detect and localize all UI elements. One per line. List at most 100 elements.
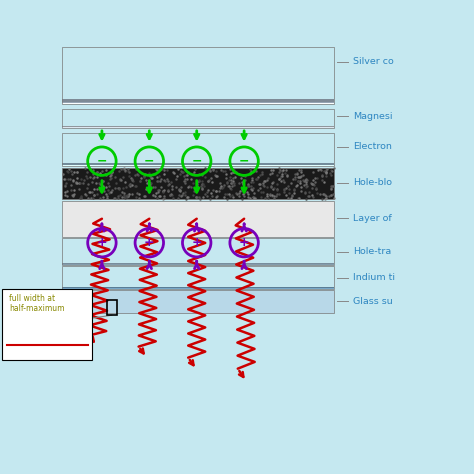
Text: Layer of: Layer of — [353, 214, 392, 222]
Bar — [62, 263, 334, 264]
Bar — [62, 264, 334, 265]
Bar — [62, 101, 334, 104]
Bar — [62, 127, 334, 128]
Bar — [62, 100, 334, 103]
Bar — [62, 100, 334, 102]
Bar — [62, 287, 334, 288]
Bar — [62, 101, 334, 104]
Text: +: + — [239, 236, 249, 249]
Bar — [62, 288, 334, 289]
Text: +: + — [97, 236, 107, 249]
Bar — [62, 99, 334, 102]
Bar — [62, 264, 334, 265]
Bar — [62, 163, 334, 165]
Bar — [62, 264, 334, 265]
Bar — [62, 164, 334, 165]
Bar — [62, 164, 334, 165]
Bar — [62, 263, 334, 264]
Text: Hole-tra: Hole-tra — [353, 247, 392, 256]
Bar — [62, 266, 334, 289]
Bar — [62, 163, 334, 165]
Bar — [62, 101, 334, 104]
Text: +: + — [144, 236, 155, 249]
Bar — [62, 164, 334, 166]
Bar — [62, 287, 334, 288]
Bar — [62, 164, 334, 165]
Bar — [62, 47, 334, 104]
Bar — [62, 100, 334, 103]
Bar — [62, 288, 334, 289]
Bar — [62, 287, 334, 288]
Bar — [62, 127, 334, 128]
Bar — [62, 127, 334, 128]
Bar — [62, 288, 334, 289]
Bar — [62, 164, 334, 166]
Text: Silver co: Silver co — [353, 57, 394, 66]
Bar — [62, 288, 334, 289]
Bar — [62, 263, 334, 264]
Bar — [62, 126, 334, 127]
Bar — [62, 201, 334, 237]
Text: Hole-blo: Hole-blo — [353, 179, 392, 187]
Bar — [62, 99, 334, 102]
Bar — [62, 264, 334, 265]
Bar — [62, 100, 334, 102]
Bar — [62, 287, 334, 288]
Bar — [62, 127, 334, 128]
Bar — [62, 264, 334, 265]
Bar — [62, 288, 334, 289]
Bar — [62, 287, 334, 288]
Text: Glass su: Glass su — [353, 297, 393, 306]
Bar — [62, 263, 334, 264]
Text: +: + — [191, 236, 202, 249]
Bar — [62, 263, 334, 264]
Bar — [62, 164, 334, 165]
Bar — [62, 163, 334, 164]
Bar — [62, 163, 334, 164]
Bar — [62, 164, 334, 165]
Bar — [62, 127, 334, 128]
Bar — [62, 127, 334, 128]
Bar — [62, 238, 334, 265]
Bar — [62, 126, 334, 127]
Bar — [62, 287, 334, 288]
Bar — [62, 164, 334, 165]
Bar — [62, 127, 334, 128]
Bar — [62, 164, 334, 165]
Bar — [62, 127, 334, 128]
Bar — [62, 290, 334, 313]
Text: Indium ti: Indium ti — [353, 273, 395, 282]
Bar — [62, 164, 334, 165]
Text: Magnesi: Magnesi — [353, 112, 392, 120]
Bar — [62, 163, 334, 164]
Bar — [62, 287, 334, 289]
Bar — [62, 263, 334, 264]
Bar — [62, 127, 334, 128]
Text: Electron: Electron — [353, 143, 392, 151]
Bar — [62, 164, 334, 166]
Bar — [62, 127, 334, 128]
Text: −: − — [144, 155, 155, 168]
Text: −: − — [97, 155, 107, 168]
Bar — [62, 264, 334, 265]
Bar — [107, 300, 117, 315]
Bar — [62, 288, 334, 289]
Bar — [62, 163, 334, 164]
Bar — [62, 263, 334, 264]
Bar — [62, 126, 334, 127]
Bar — [62, 99, 334, 102]
Bar — [62, 127, 334, 128]
Bar — [62, 287, 334, 288]
Bar — [62, 100, 334, 103]
Bar — [62, 288, 334, 289]
Text: −: − — [239, 155, 249, 168]
Bar — [62, 133, 334, 166]
Bar — [62, 100, 334, 102]
Bar — [62, 264, 334, 265]
Bar — [62, 264, 334, 265]
Text: full width at
half-maximum: full width at half-maximum — [9, 294, 65, 313]
Bar — [62, 100, 334, 102]
Bar — [62, 164, 334, 165]
Bar — [62, 100, 334, 103]
Bar — [62, 287, 334, 289]
